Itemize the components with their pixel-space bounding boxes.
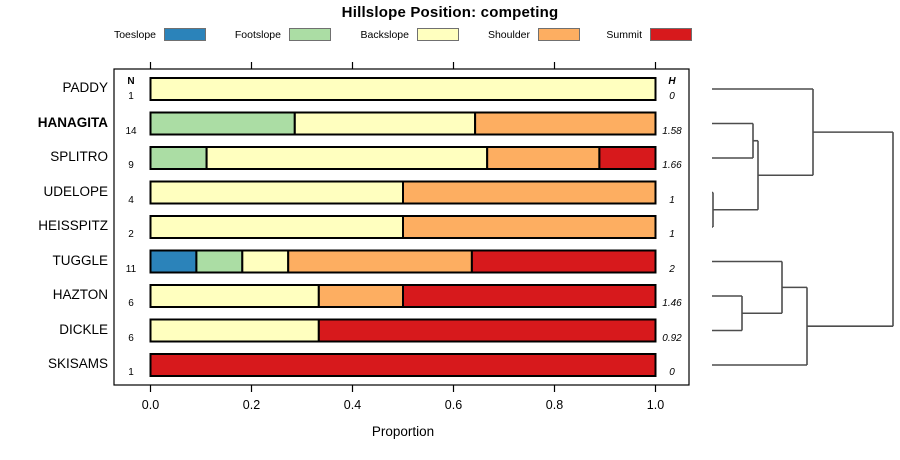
x-tick-label: 0.8 bbox=[545, 398, 564, 412]
h-value: 0.92 bbox=[662, 332, 682, 344]
h-value: 1.58 bbox=[662, 125, 682, 137]
row-label: HANAGITA bbox=[37, 114, 108, 130]
h-value: 1 bbox=[669, 229, 675, 240]
bar-segment-shoulder bbox=[317, 284, 404, 308]
n-value: 6 bbox=[128, 332, 134, 344]
x-tick-label: 0.2 bbox=[242, 398, 261, 412]
h-value: 1.66 bbox=[662, 160, 682, 171]
n-value: 9 bbox=[128, 160, 134, 171]
row-label: UDELOPE bbox=[43, 183, 108, 199]
legend-label-shoulder: Shoulder bbox=[487, 29, 530, 41]
chart-title: Hillslope Position: competing bbox=[341, 4, 559, 21]
bar-segment-summit bbox=[470, 249, 657, 274]
n-column-header: N bbox=[127, 76, 135, 87]
n-value: 11 bbox=[125, 263, 137, 275]
row-label: DICKLE bbox=[59, 321, 108, 337]
n-value: 14 bbox=[125, 125, 137, 137]
n-value: 2 bbox=[128, 229, 134, 240]
row-label: SKISAMS bbox=[47, 356, 108, 371]
legend-swatch-shoulder bbox=[538, 28, 580, 41]
h-value: 0 bbox=[669, 367, 675, 378]
bar-segment-summit bbox=[402, 284, 657, 308]
bar-segment-backslope bbox=[149, 284, 320, 308]
bar-segment-backslope bbox=[149, 318, 320, 343]
legend-label-footslope: Footslope bbox=[234, 29, 281, 41]
n-value: 4 bbox=[128, 194, 134, 206]
h-value: 0 bbox=[669, 91, 675, 102]
legend-label-toeslope: Toeslope bbox=[113, 29, 156, 41]
h-value: 2 bbox=[669, 263, 675, 275]
row-label: SPLITRO bbox=[50, 149, 108, 164]
n-value: 1 bbox=[128, 91, 134, 102]
bar-segment-backslope bbox=[205, 146, 489, 170]
bar-segment-summit bbox=[317, 318, 657, 343]
bar-segment-backslope bbox=[149, 215, 404, 239]
legend-swatch-summit bbox=[650, 28, 692, 41]
h-value: 1.46 bbox=[662, 298, 682, 309]
bar-segment-backslope bbox=[149, 77, 657, 101]
bar-segment-shoulder bbox=[474, 111, 657, 136]
row-label: TUGGLE bbox=[52, 252, 108, 268]
x-tick-label: 0.4 bbox=[343, 398, 362, 412]
legend-swatch-footslope bbox=[289, 28, 331, 41]
bar-segment-shoulder bbox=[402, 180, 657, 205]
h-column-header: H bbox=[668, 76, 676, 87]
bar-segment-footslope bbox=[149, 111, 296, 136]
bar-segment-summit bbox=[149, 353, 657, 377]
row-label: HEISSPITZ bbox=[38, 218, 108, 233]
h-value: 1 bbox=[669, 194, 675, 206]
row-label: PADDY bbox=[62, 80, 108, 95]
x-tick-label: 0.0 bbox=[141, 398, 160, 412]
x-axis-title: Proportion bbox=[371, 424, 435, 439]
plot-frame bbox=[113, 68, 690, 386]
legend-swatch-toeslope bbox=[164, 28, 206, 41]
bar-segment-backslope bbox=[293, 111, 477, 136]
legend-label-backslope: Backslope bbox=[360, 29, 409, 41]
x-tick-label: 1.0 bbox=[646, 398, 665, 412]
x-tick-label: 0.6 bbox=[444, 398, 463, 412]
legend-swatch-backslope bbox=[417, 28, 459, 41]
bar-segment-shoulder bbox=[402, 215, 657, 239]
n-value: 6 bbox=[128, 298, 134, 309]
bar-segment-backslope bbox=[149, 180, 404, 205]
legend-label-summit: Summit bbox=[606, 29, 642, 41]
bar-segment-shoulder bbox=[287, 249, 473, 274]
bar-segment-shoulder bbox=[486, 146, 601, 170]
bar-segment-backslope bbox=[241, 249, 290, 274]
row-label: HAZTON bbox=[52, 287, 108, 302]
bar-segment-summit bbox=[598, 146, 657, 170]
bar-segment-footslope bbox=[195, 249, 244, 274]
n-value: 1 bbox=[128, 367, 134, 378]
